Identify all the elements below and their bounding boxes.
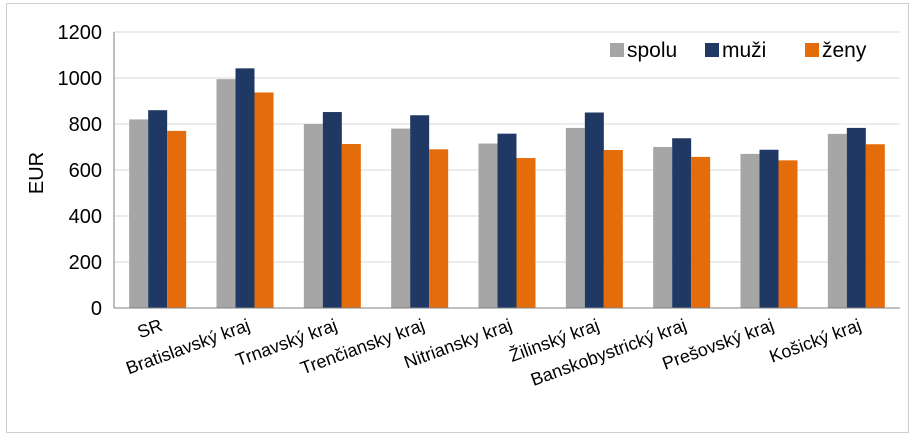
bar-ženy-7 [778, 160, 798, 308]
y-axis-title: EUR [26, 152, 48, 194]
bar-muži-6 [672, 138, 692, 308]
x-category-label: Košický kraj [767, 315, 864, 367]
bar-ženy-3 [429, 149, 449, 308]
bar-spolu-0 [129, 119, 149, 309]
legend-swatch-muži [705, 43, 719, 57]
bar-ženy-0 [167, 130, 187, 308]
bars [129, 68, 885, 309]
legend-label: ženy [822, 39, 867, 62]
bar-muži-4 [497, 133, 517, 308]
y-tick-label: 600 [69, 160, 102, 182]
bar-muži-1 [235, 68, 255, 308]
bar-spolu-6 [653, 147, 673, 308]
bar-ženy-1 [254, 92, 274, 309]
bar-muži-2 [322, 112, 342, 308]
bar-muži-3 [410, 115, 430, 308]
y-tick-label: 1000 [58, 68, 103, 90]
bar-spolu-2 [303, 124, 323, 308]
legend-swatch-spolu [610, 43, 624, 57]
axes [113, 32, 900, 309]
bar-spolu-3 [391, 128, 411, 308]
legend-label: spolu [627, 39, 677, 62]
y-tick-label: 400 [69, 206, 102, 228]
bar-ženy-2 [341, 144, 361, 308]
y-tick-label: 0 [91, 298, 102, 320]
bar-muži-8 [846, 127, 866, 308]
bar-spolu-8 [827, 133, 847, 308]
legend: spolu muži ženy [610, 39, 867, 62]
x-category-label: SR [135, 315, 165, 342]
y-tick-labels: 0 200 400 600 800 1000 1200 [58, 22, 103, 320]
y-tick-label: 1200 [58, 22, 103, 44]
bar-muži-7 [759, 149, 779, 308]
legend-label: muži [722, 39, 766, 62]
bar-ženy-5 [603, 149, 623, 308]
y-tick-label: 800 [69, 114, 102, 136]
bar-ženy-8 [865, 144, 885, 308]
bar-spolu-4 [478, 143, 498, 308]
bar-ženy-6 [691, 156, 711, 308]
bar-spolu-1 [216, 79, 236, 309]
y-tick-label: 200 [69, 252, 102, 274]
bar-ženy-4 [516, 158, 536, 308]
bar-muži-5 [584, 112, 604, 308]
legend-swatch-ženy [805, 43, 819, 57]
bar-spolu-5 [565, 127, 585, 308]
bar-spolu-7 [740, 153, 760, 308]
bar-muži-0 [148, 110, 168, 308]
